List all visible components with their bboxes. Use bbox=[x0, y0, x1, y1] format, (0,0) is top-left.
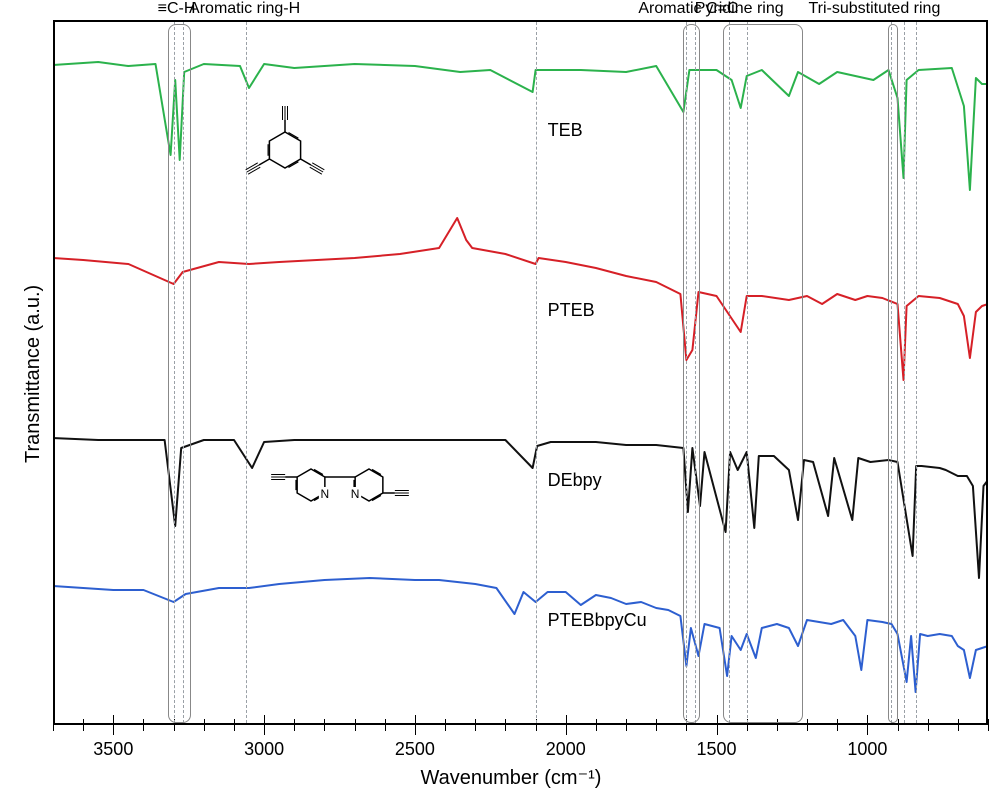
svg-text:N: N bbox=[351, 487, 360, 501]
x-tick-label: 1000 bbox=[847, 739, 887, 760]
ir-spectra-figure: Transmittance (a.u.) Wavenumber (cm⁻¹) 3… bbox=[0, 0, 1000, 798]
spectra-svg bbox=[0, 0, 1000, 798]
svg-text:N: N bbox=[321, 487, 330, 501]
gridline bbox=[904, 22, 905, 723]
x-tick-label: 3000 bbox=[244, 739, 284, 760]
gridline bbox=[729, 22, 730, 723]
x-tick-label: 3500 bbox=[93, 739, 133, 760]
molecule-TEB bbox=[225, 85, 345, 195]
spectrum-PTEBbpyCu bbox=[53, 578, 988, 692]
gridline bbox=[916, 22, 917, 723]
gridline bbox=[747, 22, 748, 723]
series-label-DEbpy: DEbpy bbox=[548, 470, 602, 491]
band-annotation: Tri-substituted ring bbox=[808, 0, 940, 18]
gridline bbox=[536, 22, 537, 723]
molecule-DEbpy: NN bbox=[225, 450, 455, 520]
x-tick-label: 1500 bbox=[697, 739, 737, 760]
x-tick-label: 2500 bbox=[395, 739, 435, 760]
spectrum-DEbpy bbox=[53, 438, 988, 578]
spectrum-PTEB bbox=[53, 218, 988, 380]
series-label-PTEB: PTEB bbox=[548, 300, 595, 321]
spectrum-TEB bbox=[53, 62, 988, 190]
gridline bbox=[891, 22, 892, 723]
series-label-TEB: TEB bbox=[548, 120, 583, 141]
band-annotation: Pyridine ring bbox=[695, 0, 784, 18]
gridline bbox=[686, 22, 687, 723]
band-annotation: Aromatic ring-H bbox=[189, 0, 300, 18]
gridline bbox=[174, 22, 175, 723]
gridline bbox=[695, 22, 696, 723]
series-label-PTEBbpyCu: PTEBbpyCu bbox=[548, 610, 647, 631]
x-tick-label: 2000 bbox=[546, 739, 586, 760]
gridline bbox=[183, 22, 184, 723]
